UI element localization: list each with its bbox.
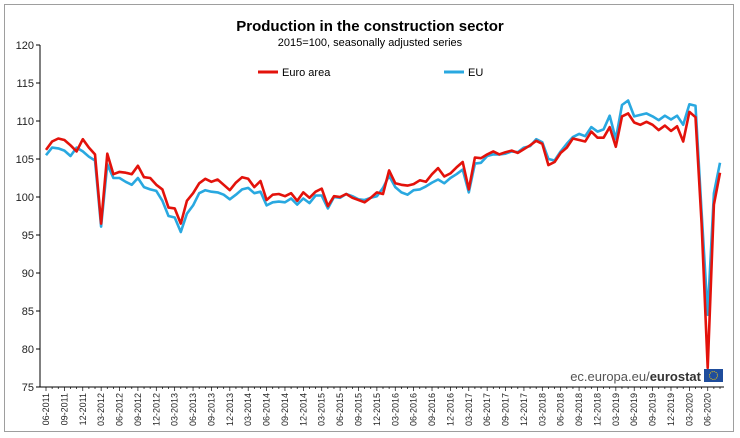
x-tick-label: 09-2018 <box>574 393 584 426</box>
chart-subtitle: 2015=100, seasonally adjusted series <box>278 37 463 49</box>
eurostat-watermark: ec.europa.eu/eurostat <box>570 369 723 384</box>
x-tick-label: 06-2012 <box>115 393 125 426</box>
x-tick-label: 03-2020 <box>684 393 694 426</box>
x-tick-label: 06-2013 <box>188 393 198 426</box>
x-tick-label: 03-2014 <box>243 393 253 426</box>
x-tick-label: 09-2014 <box>280 393 290 426</box>
eu-flag-stars-icon <box>709 371 718 380</box>
chart-frame <box>4 4 734 432</box>
x-tick-label: 06-2011 <box>41 393 51 425</box>
x-tick-label: 12-2011 <box>78 393 88 425</box>
legend-label-eu: EU <box>468 67 483 79</box>
series-layer <box>44 99 722 370</box>
x-tick-label: 03-2012 <box>96 393 106 426</box>
x-tick-label: 06-2017 <box>482 393 492 426</box>
y-tick-label: 90 <box>22 268 34 280</box>
x-tick-label: 09-2019 <box>648 393 658 426</box>
x-tick-label: 12-2016 <box>445 393 455 426</box>
x-tick-label: 09-2016 <box>427 393 437 426</box>
x-tick-label: 09-2015 <box>353 393 363 426</box>
x-tick-label: 03-2013 <box>170 393 180 426</box>
chart-title: Production in the construction sector <box>236 18 504 35</box>
x-tick-label: 06-2019 <box>629 393 639 426</box>
y-tick-label: 80 <box>22 344 34 356</box>
watermark-brand: eurostat <box>650 369 702 384</box>
x-tick-label: 03-2017 <box>464 393 474 426</box>
y-tick-label: 85 <box>22 306 34 318</box>
y-tick-label: 100 <box>16 192 34 204</box>
x-tick-label: 12-2015 <box>372 393 382 426</box>
x-tick-label: 12-2019 <box>666 393 676 426</box>
x-tick-label: 09-2013 <box>206 393 216 426</box>
x-axis: 06-2011 09-2011 12-2011 03-2012 06-2012 09-20… <box>40 386 724 426</box>
x-tick-label: 06-2020 <box>703 393 713 426</box>
eu-flag-icon <box>704 369 723 382</box>
series-line-euro-area <box>44 110 722 370</box>
x-tick-label: 09-2017 <box>501 393 511 426</box>
x-tick-label: 09-2012 <box>133 393 143 426</box>
x-tick-label: 03-2015 <box>317 393 327 426</box>
y-tick-label: 120 <box>16 40 34 52</box>
x-tick-label: 06-2016 <box>409 393 419 426</box>
series-line-eu <box>44 99 722 317</box>
legend: Euro area EU <box>258 67 483 79</box>
y-tick-label: 75 <box>22 382 34 394</box>
x-tick-label: 12-2018 <box>592 393 602 426</box>
x-tick-label: 03-2019 <box>611 393 621 426</box>
y-tick-label: 110 <box>16 116 34 128</box>
x-tick-label: 06-2015 <box>335 393 345 426</box>
x-tick-label: 06-2018 <box>556 393 566 426</box>
y-axis: 75 80 85 90 95 100 105 110 115 120 <box>16 40 41 394</box>
x-tick-label: 06-2014 <box>262 393 272 426</box>
x-tick-label: 03-2018 <box>537 393 547 426</box>
x-tick-label: 12-2013 <box>225 393 235 426</box>
svg-text:ec.europa.eu/eurostat: ec.europa.eu/eurostat <box>570 369 701 384</box>
y-tick-label: 95 <box>22 230 34 242</box>
x-tick-label: 12-2014 <box>298 393 308 426</box>
y-tick-label: 115 <box>16 78 34 90</box>
x-tick-label: 12-2012 <box>151 393 161 426</box>
x-tick-label: 12-2017 <box>519 393 529 426</box>
x-tick-label: 03-2016 <box>390 393 400 426</box>
x-tick-label: 09-2011 <box>59 393 69 425</box>
watermark-prefix: ec.europa.eu/ <box>570 369 650 384</box>
y-tick-label: 105 <box>16 154 34 166</box>
legend-label-euro-area: Euro area <box>282 67 331 79</box>
